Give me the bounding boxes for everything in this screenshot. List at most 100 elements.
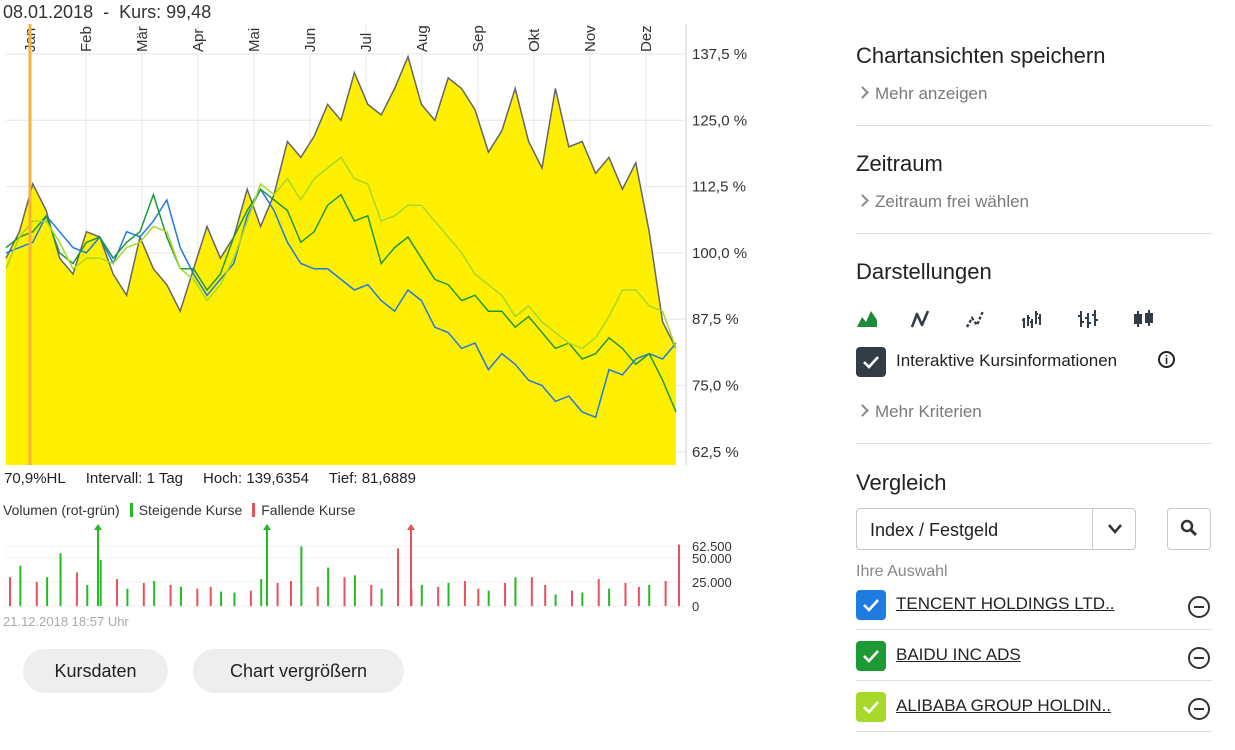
display-title: Darstellungen bbox=[856, 259, 992, 284]
low-stat: Tief: 81,6889 bbox=[328, 470, 416, 487]
volume-bar-falling bbox=[477, 588, 480, 606]
y-tick-label: 62,5 % bbox=[692, 444, 739, 461]
show-more-link[interactable]: Mehr anzeigen bbox=[856, 84, 987, 104]
x-tick-label: Dez bbox=[638, 25, 655, 52]
x-tick-label: Mai bbox=[246, 28, 263, 52]
chevron-right-icon bbox=[856, 194, 869, 207]
candlestick-icon bbox=[1134, 310, 1153, 327]
volume-bar-falling bbox=[249, 590, 252, 606]
volume-bar-falling bbox=[209, 586, 212, 606]
selection-label: Ihre Auswahl bbox=[856, 563, 948, 580]
kursdaten-button[interactable]: Kursdaten bbox=[23, 649, 168, 693]
volume-tick-label: 62.500 bbox=[692, 539, 732, 554]
search-icon bbox=[1180, 519, 1198, 536]
volume-bar-rising bbox=[99, 559, 102, 606]
volume-bar-rising bbox=[220, 591, 223, 606]
x-tick-label: Mär bbox=[134, 26, 151, 52]
volume-bar-falling bbox=[316, 586, 319, 606]
compare-item: TENCENT HOLDINGS LTD.. bbox=[856, 580, 1212, 630]
volume-bar-falling bbox=[116, 579, 119, 606]
volume-bar-falling bbox=[664, 581, 667, 606]
enlarge-chart-button[interactable]: Chart vergrößern bbox=[193, 649, 404, 693]
dotted-line-chart-button[interactable] bbox=[963, 306, 991, 332]
ohlc-ticks-chart-button[interactable] bbox=[1075, 306, 1103, 332]
main-series-line bbox=[5, 54, 677, 349]
more-criteria-link[interactable]: Mehr Kriterien bbox=[856, 402, 982, 422]
compare-item-checkbox[interactable] bbox=[856, 641, 886, 671]
chevron-right-icon bbox=[856, 404, 869, 417]
compare-item-name[interactable]: TENCENT HOLDINGS LTD.. bbox=[896, 594, 1115, 613]
volume-bar-falling bbox=[35, 582, 38, 606]
check-icon bbox=[863, 356, 879, 369]
volume-bar-falling bbox=[530, 577, 533, 606]
volume-bar-rising bbox=[447, 582, 450, 606]
volume-bar-rising bbox=[59, 553, 62, 606]
free-period-link[interactable]: Zeitraum frei wählen bbox=[856, 192, 1029, 212]
chevron-down-icon bbox=[1108, 524, 1122, 534]
falling-legend: Fallende Kurse bbox=[252, 502, 355, 518]
volume-title: Volumen (rot-grün) bbox=[3, 502, 120, 518]
volume-bar-falling bbox=[276, 582, 279, 606]
volume-bar-falling bbox=[678, 544, 680, 606]
compare-title: Vergleich bbox=[856, 470, 947, 495]
compare-item: BAIDU INC ADS bbox=[856, 631, 1212, 681]
compare-select-value: Index / Festgeld bbox=[870, 520, 999, 540]
check-icon bbox=[863, 650, 879, 663]
mountain-chart-button[interactable] bbox=[855, 306, 883, 332]
compare-item-checkbox[interactable] bbox=[856, 590, 886, 620]
volume-bar-falling bbox=[343, 577, 346, 606]
volume-bar-rising bbox=[648, 584, 651, 606]
volume-bar-rising bbox=[153, 581, 156, 606]
volume-bar-falling bbox=[570, 590, 573, 606]
volume-bar-rising bbox=[179, 586, 182, 606]
y-tick-label: 125,0 % bbox=[692, 112, 747, 129]
rising-legend: Steigende Kurse bbox=[129, 502, 242, 518]
hl-stat: 70,9%HL bbox=[4, 470, 66, 487]
candlestick-chart-button[interactable] bbox=[1131, 306, 1159, 332]
volume-bar-rising bbox=[420, 584, 423, 606]
info-icon[interactable]: i bbox=[1158, 351, 1175, 368]
chevron-right-icon bbox=[856, 86, 869, 99]
select-divider bbox=[1092, 509, 1093, 549]
compare-item-checkbox[interactable] bbox=[856, 692, 886, 722]
compare-select[interactable]: Index / Festgeld bbox=[856, 508, 1136, 550]
divider bbox=[856, 233, 1212, 234]
volume-marker-icon bbox=[94, 524, 102, 530]
x-tick-label: Aug bbox=[414, 25, 431, 52]
volume-bar-rising bbox=[19, 565, 22, 606]
line-icon bbox=[910, 310, 930, 328]
remove-icon[interactable] bbox=[1188, 596, 1210, 618]
volume-bar-rising bbox=[554, 594, 557, 606]
interactive-info-checkbox[interactable] bbox=[856, 347, 886, 377]
remove-icon[interactable] bbox=[1188, 698, 1210, 720]
y-tick-label: 75,0 % bbox=[692, 378, 739, 395]
volume-bar-falling bbox=[437, 586, 440, 606]
divider bbox=[856, 731, 1212, 732]
volume-bar-rising bbox=[86, 584, 89, 606]
line-chart-button[interactable] bbox=[908, 306, 936, 332]
divider bbox=[856, 629, 1212, 630]
hover-separator: - bbox=[103, 2, 110, 22]
stats-row: 70,9%HL Intervall: 1 Tag Hoch: 139,6354 … bbox=[4, 470, 416, 487]
volume-tick-label: 50.000 bbox=[692, 551, 732, 566]
volume-tick-label: 0 bbox=[692, 599, 699, 612]
compare-item-name[interactable]: BAIDU INC ADS bbox=[896, 645, 1021, 664]
volume-bar-falling bbox=[370, 584, 373, 606]
volume-bar-falling bbox=[597, 579, 600, 606]
y-tick-label: 112,5 % bbox=[692, 179, 746, 196]
interactive-info-label: Interaktive Kursinformationen bbox=[896, 351, 1118, 370]
volume-bar-rising bbox=[327, 567, 330, 606]
remove-icon[interactable] bbox=[1188, 647, 1210, 669]
ohlc-bars-chart-button[interactable] bbox=[1020, 306, 1048, 332]
x-tick-label: Nov bbox=[582, 25, 599, 52]
compare-item-name[interactable]: ALIBABA GROUP HOLDIN.. bbox=[896, 696, 1112, 715]
search-button[interactable] bbox=[1167, 508, 1211, 550]
price-chart[interactable]: 137,5 % 125,0 % 112,5 % 100,0 % 87,5 % 75,0 %… bbox=[0, 24, 760, 470]
x-tick-label: Sep bbox=[470, 25, 487, 52]
volume-bar-falling bbox=[289, 581, 292, 606]
volume-bar-falling bbox=[9, 577, 11, 606]
mountain-icon bbox=[857, 311, 877, 327]
main-area bbox=[6, 56, 676, 465]
volume-bar-rising bbox=[353, 575, 356, 606]
divider bbox=[856, 443, 1212, 444]
